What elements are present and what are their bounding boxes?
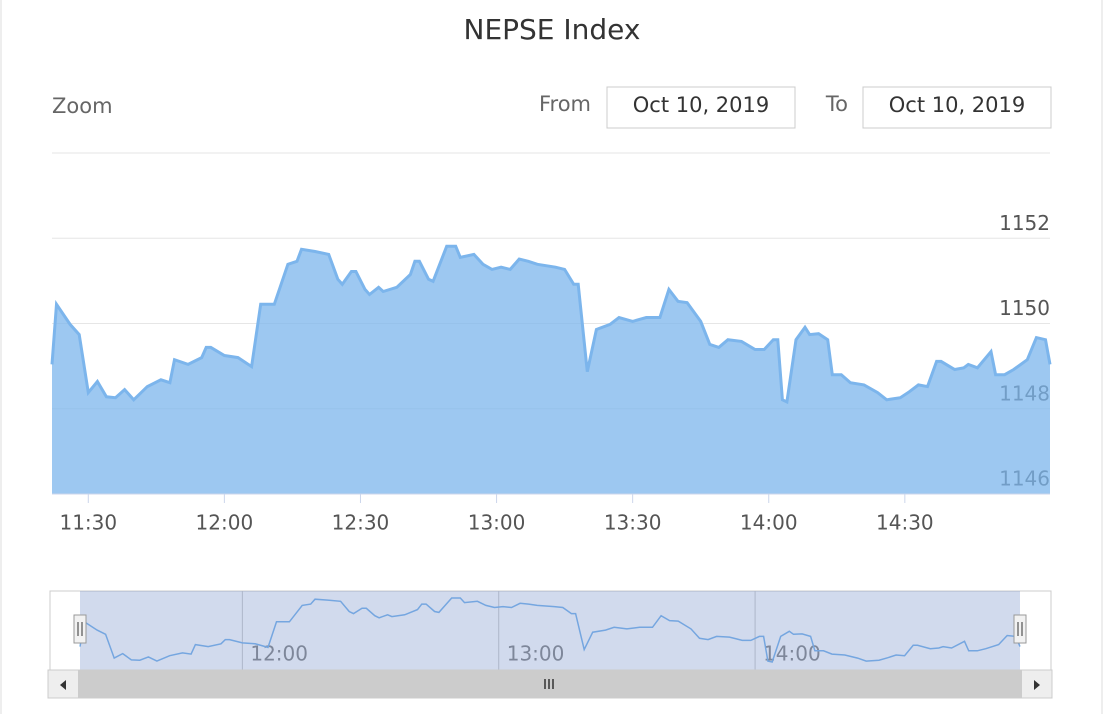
area [52, 246, 1050, 494]
navigator-frame [49, 590, 1052, 671]
x-tick-label: 14:00 [740, 511, 798, 535]
navigator-line [79, 597, 1021, 663]
x-tick-label: 12:00 [196, 511, 254, 535]
x-tick-label: 11:30 [59, 511, 117, 535]
zoom-label: Zoom [52, 94, 113, 118]
scrollbar-thumb[interactable] [78, 670, 1022, 698]
from-value: Oct 10, 2019 [633, 93, 770, 117]
y-tick-label: 1150 [999, 296, 1050, 320]
navigator-tick-label: 13:00 [507, 642, 565, 666]
navigator-handle[interactable] [73, 614, 87, 644]
scrollbar[interactable] [47, 669, 1053, 699]
scroll-left[interactable] [60, 680, 66, 690]
navigator-handle[interactable] [1013, 614, 1027, 644]
to-value: Oct 10, 2019 [889, 93, 1026, 117]
x-tick-label: 13:30 [604, 511, 662, 535]
y-tick-label: 1152 [999, 211, 1050, 235]
plot-area: 114611481150115211:3012:0012:3013:0013:3… [50, 211, 1052, 535]
to-label: To [825, 92, 848, 116]
navigator-mask [80, 591, 1020, 670]
x-tick-label: 12:30 [332, 511, 390, 535]
from-label: From [539, 92, 591, 116]
to-input[interactable] [862, 86, 1052, 129]
from-input[interactable] [606, 86, 796, 129]
x-tick-label: 14:30 [876, 511, 934, 535]
scroll-right[interactable] [1034, 680, 1040, 690]
line [50, 244, 1052, 405]
chart-title: NEPSE Index [464, 13, 641, 46]
navigator: 12:00 13:00 14:00 [49, 590, 1052, 671]
x-tick-label: 13:00 [468, 511, 526, 535]
